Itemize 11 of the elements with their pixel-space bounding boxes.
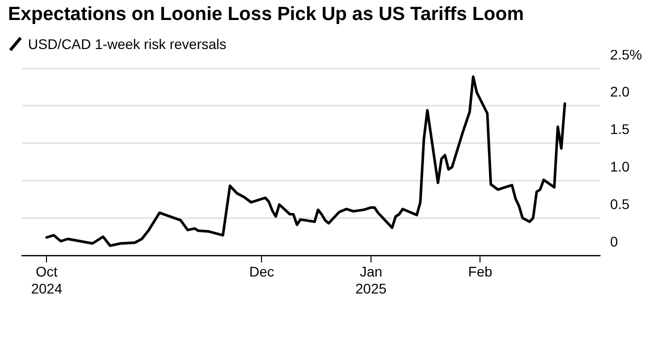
y-tick-label: 1.5 (610, 121, 630, 138)
y-tick-label: 2.0 (610, 84, 630, 100)
x-tick-label: Dec (249, 264, 274, 280)
legend-label: USD/CAD 1-week risk reversals (28, 36, 226, 52)
x-tick-label: Oct 2024 (31, 264, 62, 296)
y-tick-label: 0.5 (610, 196, 630, 212)
y-tick-label: 1.0 (610, 158, 630, 174)
y-tick-label: 0 (610, 233, 618, 250)
chart-title: Expectations on Loonie Loss Pick Up as US Tariffs Loom (8, 4, 524, 26)
x-tick-label: Feb (468, 264, 493, 280)
x-tick-label: Jan 2025 (355, 264, 387, 296)
